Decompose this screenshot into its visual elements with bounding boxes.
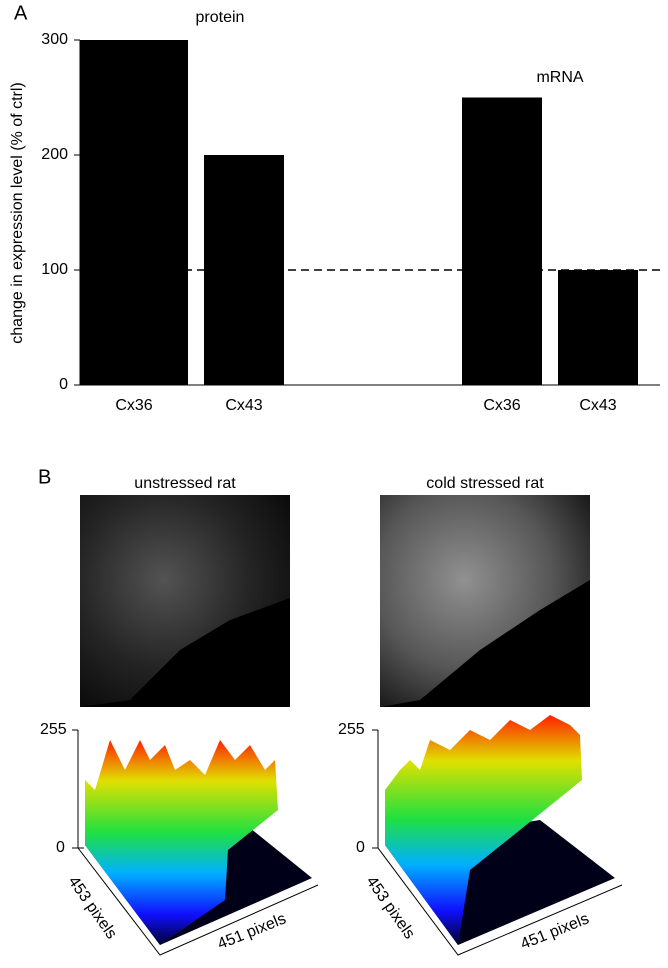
z-tick-label: 0	[356, 839, 365, 856]
micrograph	[80, 495, 290, 707]
bar	[462, 97, 542, 385]
y-tick-label: 300	[41, 31, 68, 48]
axis-label: 453 pixels	[65, 873, 120, 942]
group-label: protein	[196, 9, 245, 26]
axis-label: 453 pixels	[363, 873, 418, 942]
y-tick-label: 200	[41, 146, 68, 163]
axis-label: 451 pixels	[215, 910, 288, 953]
y-axis-label: change in expression level (% of ctrl)	[9, 82, 26, 343]
panel-label: A	[14, 2, 28, 24]
group-label: mRNA	[536, 69, 583, 86]
x-tick-label: Cx43	[225, 397, 262, 414]
surface-plot	[72, 729, 319, 956]
z-tick-label: 255	[338, 721, 365, 738]
panel-label: B	[38, 466, 51, 488]
micrograph	[380, 495, 590, 707]
surface-plot	[372, 715, 623, 956]
z-tick-label: 0	[56, 839, 65, 856]
x-tick-label: Cx36	[115, 397, 152, 414]
bar	[558, 270, 638, 385]
image-title: unstressed rat	[134, 475, 236, 492]
y-tick-label: 0	[59, 376, 68, 393]
image-title: cold stressed rat	[426, 475, 544, 492]
z-tick-label: 255	[40, 721, 67, 738]
axis-label: 451 pixels	[518, 910, 591, 953]
x-tick-label: Cx43	[579, 397, 616, 414]
y-tick-label: 100	[41, 261, 68, 278]
bar	[80, 40, 188, 385]
x-tick-label: Cx36	[483, 397, 520, 414]
